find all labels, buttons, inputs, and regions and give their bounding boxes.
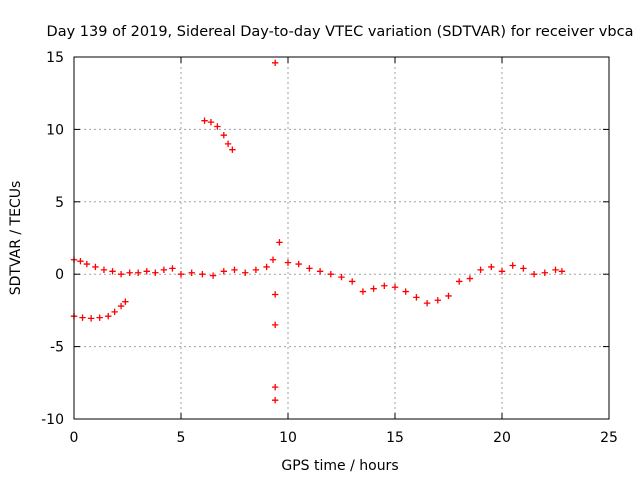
y-tick-label: 10 xyxy=(46,122,64,138)
y-tick-label: -5 xyxy=(50,340,64,356)
data-point xyxy=(370,285,377,292)
data-point xyxy=(284,259,292,266)
tick-layer: 0 5 10 15 20 25 -10 -5 0 5 10 15 xyxy=(41,50,618,446)
data-point xyxy=(229,146,236,153)
data-point xyxy=(220,131,227,139)
data-point xyxy=(552,266,559,274)
y-axis-title: SDTVAR / TECUs xyxy=(8,181,24,296)
data-point xyxy=(488,263,495,271)
data-point xyxy=(105,312,112,320)
data-point xyxy=(276,239,283,246)
series-upper-arc xyxy=(201,117,236,153)
y-tick-label: -10 xyxy=(41,412,64,428)
series-lower-arc xyxy=(70,298,129,322)
x-axis-title: GPS time / hours xyxy=(281,458,398,474)
data-point xyxy=(316,268,324,275)
data-point xyxy=(271,383,279,391)
data-point xyxy=(263,263,270,271)
data-point xyxy=(117,302,125,310)
x-tick-label: 25 xyxy=(600,430,618,446)
data-point xyxy=(271,291,279,298)
data-point xyxy=(209,272,217,279)
data-point xyxy=(271,396,279,404)
data-point xyxy=(92,263,99,271)
data-point xyxy=(295,260,302,268)
data-point xyxy=(79,314,86,321)
data-point xyxy=(477,266,484,274)
data-point xyxy=(466,275,474,282)
data-point xyxy=(160,266,168,274)
data-point xyxy=(117,271,125,278)
data-point xyxy=(509,262,516,269)
data-point xyxy=(111,308,118,316)
data-point xyxy=(269,256,277,263)
series-outliers xyxy=(271,59,279,404)
data-point xyxy=(242,269,249,276)
y-tick-label: 15 xyxy=(46,50,64,66)
data-point xyxy=(349,278,356,285)
data-point xyxy=(541,269,548,276)
data-point xyxy=(413,294,420,301)
data-point xyxy=(271,59,279,66)
data-point xyxy=(231,266,238,274)
plot-frame xyxy=(73,56,610,420)
data-point xyxy=(188,269,195,276)
data-point xyxy=(224,140,232,148)
data-point xyxy=(359,288,367,295)
data-point xyxy=(96,314,103,321)
y-tick-label: 5 xyxy=(55,195,64,211)
data-point xyxy=(199,271,206,278)
data-point xyxy=(220,268,227,275)
y-tick-label: 0 xyxy=(55,267,64,283)
data-point xyxy=(152,269,159,276)
data-point xyxy=(456,278,463,285)
data-point xyxy=(201,117,208,124)
data-point xyxy=(445,292,452,300)
data-point xyxy=(434,297,441,304)
data-point xyxy=(498,268,506,275)
data-layer xyxy=(70,59,566,404)
data-point xyxy=(530,271,538,278)
data-point xyxy=(135,269,142,276)
x-tick-label: 5 xyxy=(177,430,186,446)
data-point xyxy=(214,123,221,130)
series-main-band xyxy=(70,239,566,307)
grid-layer xyxy=(74,57,609,419)
data-point xyxy=(122,298,129,305)
x-tick-label: 20 xyxy=(493,430,511,446)
data-point xyxy=(338,273,345,281)
data-point xyxy=(87,315,95,322)
data-point xyxy=(143,268,150,275)
data-point xyxy=(126,269,133,276)
data-point xyxy=(109,268,116,275)
data-point xyxy=(520,265,527,272)
x-tick-label: 15 xyxy=(386,430,404,446)
data-point xyxy=(207,118,215,126)
data-point xyxy=(177,271,185,278)
data-point xyxy=(83,260,91,268)
data-point xyxy=(381,282,388,289)
data-point xyxy=(558,268,566,275)
data-point xyxy=(327,271,334,278)
data-point xyxy=(252,266,260,274)
chart-title: Day 139 of 2019, Sidereal Day-to-day VTE… xyxy=(47,24,634,40)
data-point xyxy=(423,299,431,307)
x-tick-label: 10 xyxy=(279,430,297,446)
x-tick-label: 0 xyxy=(70,430,79,446)
data-point xyxy=(100,266,108,274)
data-point xyxy=(271,321,279,329)
data-point xyxy=(391,284,399,291)
data-point xyxy=(77,257,84,265)
data-point xyxy=(402,288,409,295)
data-point xyxy=(306,265,313,272)
data-point xyxy=(169,265,176,272)
